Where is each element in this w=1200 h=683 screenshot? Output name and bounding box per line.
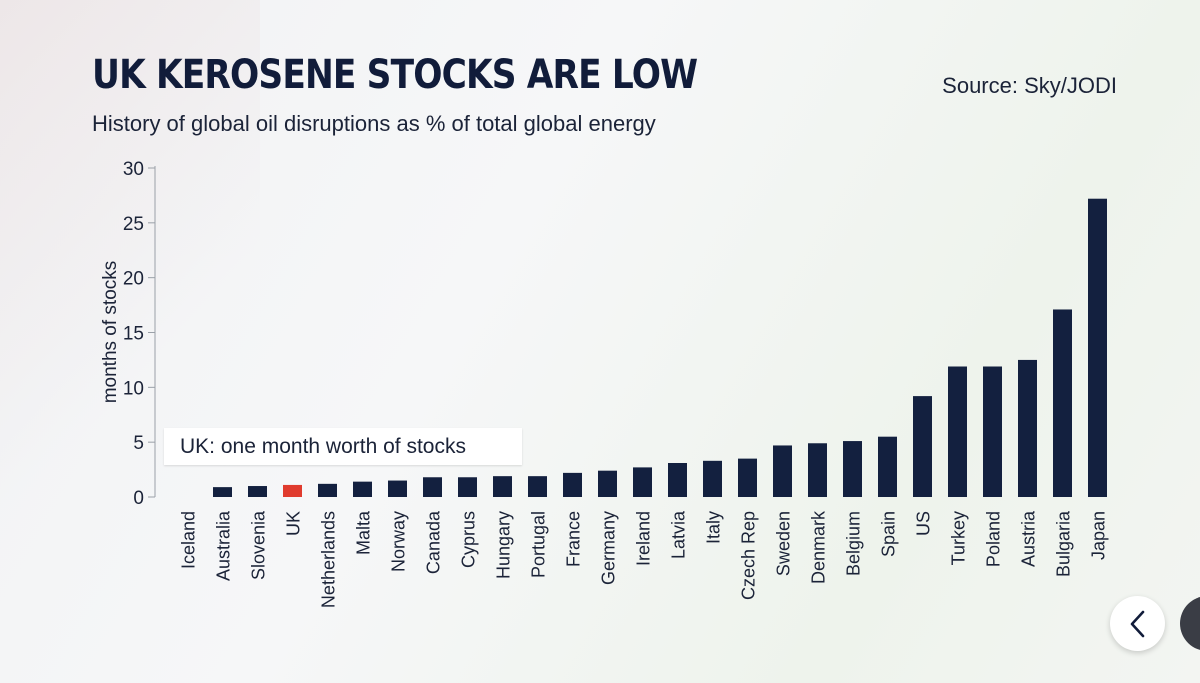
bar-hungary — [493, 476, 512, 497]
y-ticks: 0 5 10 15 20 25 30 — [123, 159, 155, 509]
x-tick-label: Slovenia — [249, 510, 269, 580]
x-tick-label: Czech Rep — [739, 511, 759, 600]
x-tick-label: Sweden — [774, 511, 794, 576]
bar-italy — [703, 460, 722, 497]
x-tick-label: Australia — [214, 510, 234, 581]
bar-us — [913, 396, 932, 497]
chevron-left-icon — [1130, 610, 1144, 637]
bar-bulgaria — [1053, 309, 1072, 497]
x-tick-label: Denmark — [809, 510, 829, 584]
y-tick-label: 10 — [123, 378, 144, 399]
x-tick-label: Belgium — [844, 511, 864, 576]
bar-canada — [423, 477, 442, 497]
bar-belgium — [843, 441, 862, 497]
next-button[interactable] — [1180, 596, 1200, 651]
bar-slovenia — [248, 486, 267, 497]
bar-norway — [388, 480, 407, 497]
bar-uk — [283, 484, 302, 497]
chart-subtitle: History of global oil disruptions as % o… — [92, 111, 656, 136]
bar-cyprus — [458, 477, 477, 497]
x-tick-labels: Iceland Australia Slovenia UK Netherlands Mal… — [179, 510, 1109, 608]
uk-annotation: UK: one month worth of stocks — [164, 428, 522, 465]
x-tick-label: Malta — [354, 510, 374, 555]
y-tick-label: 30 — [123, 159, 144, 180]
y-tick-label: 20 — [123, 269, 144, 290]
x-tick-label: Netherlands — [319, 511, 339, 608]
x-tick-label: Cyprus — [459, 511, 479, 568]
x-tick-label: Germany — [599, 511, 619, 585]
x-tick-label: Turkey — [949, 511, 969, 565]
bar-denmark — [808, 443, 827, 497]
x-tick-label: Hungary — [494, 511, 514, 579]
bar-france — [563, 472, 582, 497]
chart-title: UK KEROSENE STOCKS ARE LOW — [92, 52, 698, 98]
x-tick-label: Italy — [704, 511, 724, 544]
bar-netherlands — [318, 483, 337, 497]
y-tick-label: 15 — [123, 324, 144, 345]
bar-spain — [878, 436, 897, 497]
bars — [213, 198, 1107, 497]
source-label: Source: Sky/JODI — [942, 73, 1117, 98]
background-decoration — [0, 0, 260, 683]
x-tick-label: Bulgaria — [1054, 510, 1074, 577]
x-tick-label: Latvia — [669, 510, 689, 559]
bar-germany — [598, 470, 617, 497]
x-tick-label: US — [914, 511, 934, 536]
bar-czech-rep — [738, 458, 757, 497]
x-tick-label: UK — [284, 511, 304, 536]
bar-japan — [1088, 198, 1107, 497]
x-tick-label: France — [564, 511, 584, 567]
x-tick-label: Poland — [984, 511, 1004, 567]
bar-australia — [213, 487, 232, 497]
bar-sweden — [773, 445, 792, 497]
bar-latvia — [668, 463, 687, 497]
x-tick-label: Ireland — [634, 511, 654, 566]
y-tick-label: 25 — [123, 214, 144, 235]
x-tick-label: Iceland — [179, 511, 199, 569]
x-tick-label: Japan — [1089, 511, 1109, 560]
x-tick-label: Spain — [879, 511, 899, 557]
bar-portugal — [528, 476, 547, 497]
bar-austria — [1018, 359, 1037, 497]
y-axis-label: months of stocks — [100, 261, 121, 404]
bar-malta — [353, 481, 372, 497]
x-tick-label: Portugal — [529, 511, 549, 578]
x-tick-label: Canada — [424, 510, 444, 574]
y-tick-label: 0 — [133, 488, 144, 509]
back-button[interactable] — [1110, 596, 1165, 651]
y-tick-label: 5 — [133, 433, 144, 454]
x-tick-label: Austria — [1019, 510, 1039, 567]
x-tick-label: Norway — [389, 511, 409, 572]
bar-turkey — [948, 366, 967, 497]
bar-ireland — [633, 467, 652, 497]
bar-poland — [983, 366, 1002, 497]
